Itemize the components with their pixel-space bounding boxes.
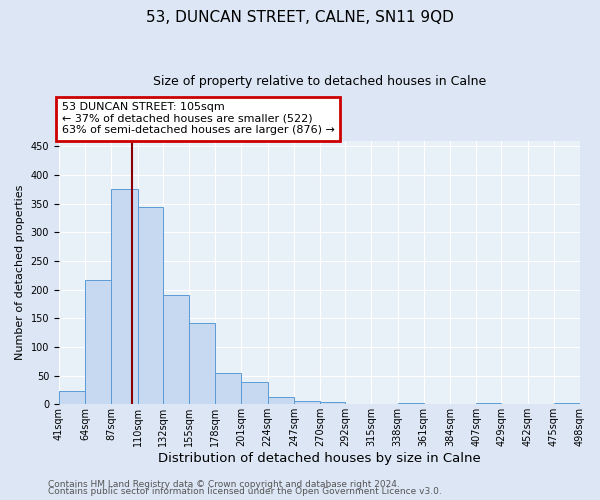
Text: Contains public sector information licensed under the Open Government Licence v3: Contains public sector information licen… <box>48 487 442 496</box>
Bar <box>320 402 345 404</box>
Bar <box>215 373 241 404</box>
Bar <box>294 401 320 404</box>
Bar <box>398 402 424 404</box>
Bar <box>268 398 294 404</box>
Bar <box>163 296 189 405</box>
Title: Size of property relative to detached houses in Calne: Size of property relative to detached ho… <box>153 75 486 88</box>
Y-axis label: Number of detached properties: Number of detached properties <box>15 184 25 360</box>
Bar <box>476 403 502 404</box>
Text: Contains HM Land Registry data © Crown copyright and database right 2024.: Contains HM Land Registry data © Crown c… <box>48 480 400 489</box>
Bar <box>554 403 580 404</box>
Bar <box>85 280 112 404</box>
Text: 53, DUNCAN STREET, CALNE, SN11 9QD: 53, DUNCAN STREET, CALNE, SN11 9QD <box>146 10 454 25</box>
X-axis label: Distribution of detached houses by size in Calne: Distribution of detached houses by size … <box>158 452 481 465</box>
Text: 53 DUNCAN STREET: 105sqm
← 37% of detached houses are smaller (522)
63% of semi-: 53 DUNCAN STREET: 105sqm ← 37% of detach… <box>62 102 334 136</box>
Bar <box>59 390 85 404</box>
Bar <box>189 324 215 404</box>
Bar <box>137 207 163 404</box>
Bar <box>112 190 137 404</box>
Bar <box>241 382 268 404</box>
